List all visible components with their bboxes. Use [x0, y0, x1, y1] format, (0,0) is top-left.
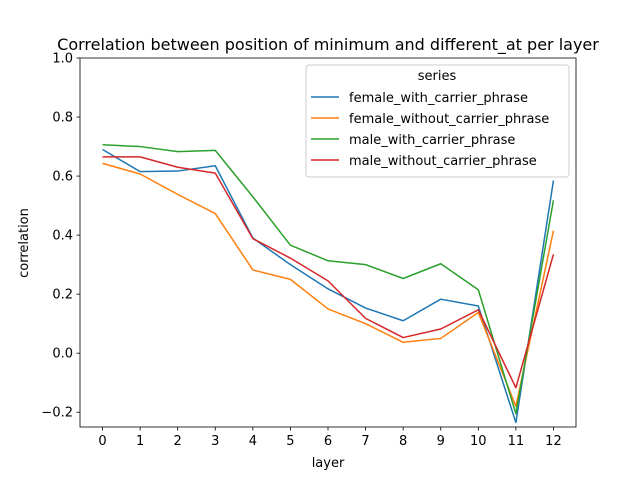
x-tick-label: 4 [249, 434, 257, 449]
y-tick-label: 1.0 [52, 52, 73, 67]
y-tick-label: 0.6 [52, 170, 73, 185]
legend-label-2: male_with_carrier_phrase [349, 133, 515, 148]
x-tick-label: 9 [437, 434, 445, 449]
y-tick-label: 0.4 [52, 229, 73, 244]
series-line-0 [102, 148, 555, 424]
x-axis-label: layer [312, 456, 345, 471]
x-tick-label: 8 [399, 434, 407, 449]
x-tick-label: 6 [324, 434, 332, 449]
legend-entries: female_with_carrier_phrase female_without… [311, 91, 549, 169]
x-tick-label: 12 [545, 434, 562, 449]
x-tick-label: 1 [136, 434, 144, 449]
x-tick-label: 11 [508, 434, 525, 449]
y-tick-label: 0.8 [52, 111, 73, 126]
series-line-3 [102, 156, 555, 389]
chart-title: Correlation between position of minimum … [57, 35, 599, 55]
legend: series female_with_carrier_phrasefemale_… [305, 64, 570, 178]
series-line-2 [102, 144, 555, 415]
y-tick-label: 0.0 [52, 347, 73, 362]
x-tick-label: 5 [286, 434, 294, 449]
y-tick-label: 0.2 [52, 288, 73, 303]
x-tick-label: 7 [361, 434, 369, 449]
x-tick-label: 10 [470, 434, 487, 449]
series-line-1 [102, 162, 555, 408]
legend-title: series [418, 69, 457, 84]
x-tick-label: 2 [174, 434, 182, 449]
legend-frame [305, 64, 570, 178]
y-tick-label: −0.2 [41, 406, 73, 421]
legend-label-3: male_without_carrier_phrase [349, 154, 537, 169]
x-tick-label: 0 [98, 434, 106, 449]
legend-label-0: female_with_carrier_phrase [349, 91, 528, 106]
plot-content: 0 1 2 3 4 5 6 7 8 9 10 11 12−0.20.00.20.40.60.81.0 [41, 52, 577, 449]
legend-label-1: female_without_carrier_phrase [349, 112, 549, 127]
x-tick-label: 3 [211, 434, 219, 449]
y-axis-label: correlation [17, 208, 32, 278]
